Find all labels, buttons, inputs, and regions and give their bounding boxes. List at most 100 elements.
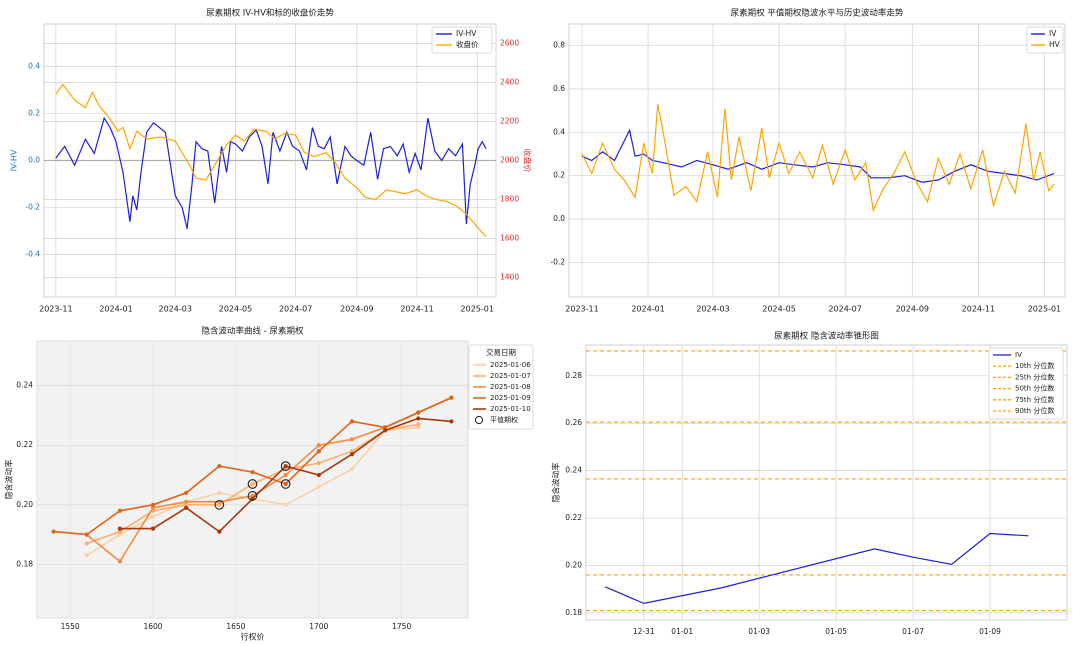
smile-point: [316, 472, 321, 478]
y-tick-label: 0.8: [553, 41, 565, 50]
y-tick-label: 0.26: [565, 418, 582, 427]
smile-point: [349, 437, 355, 442]
legend-title: 交易日期: [486, 347, 516, 357]
smile-point: [51, 529, 56, 534]
plot-area: [568, 23, 1066, 298]
y-tick-label: 0.18: [565, 608, 582, 617]
y-tick-label-right: 2600: [500, 39, 519, 48]
y-tick-label-left: 0.2: [28, 108, 40, 117]
smile-point: [383, 428, 388, 433]
y-tick-label: 0.22: [565, 513, 582, 522]
smile-point: [250, 481, 255, 487]
legend-label: HV: [1049, 40, 1061, 49]
x-tick-label: 01-07: [902, 627, 924, 636]
smile-point: [416, 422, 421, 427]
y-tick-label: 0.4: [553, 127, 565, 136]
smile-point: [117, 529, 122, 534]
legend: IV HV: [1026, 26, 1064, 54]
smile-point: [283, 472, 288, 478]
legend-swatch-atm: [474, 415, 484, 425]
x-tick-label: 01-05: [825, 627, 847, 636]
y-tick-label: 0.18: [16, 559, 33, 568]
x-tick-label: 2024-03: [159, 305, 192, 314]
smile-point: [150, 526, 156, 531]
legend-label: 2025-01-09: [490, 394, 531, 402]
x-tick-label: 2023-11: [39, 305, 72, 314]
series-line-iv-hv: [55, 116, 487, 229]
atm-marker: [247, 479, 258, 489]
y-tick-label: 0.0: [553, 214, 565, 223]
x-tick-label: 2024-01: [99, 305, 132, 314]
x-tick-label: 12-31: [633, 627, 655, 636]
smile-point: [383, 425, 388, 430]
y-tick-label: -0.2: [550, 257, 565, 266]
x-tick-label: 01-01: [671, 627, 693, 636]
smile-point: [217, 529, 222, 534]
y-tick-label-left: -0.2: [25, 203, 40, 212]
smile-point: [416, 425, 421, 430]
chart-atm-iv-hv: 2023-11 2024-01 2024-03 2024-05 2024-07 2024-…: [550, 8, 1066, 314]
smile-point: [316, 461, 321, 466]
smile-point: [150, 502, 156, 507]
chart-iv-hv-close: 2023-11 2024-01 2024-03 2024-05 2024-07 2024-…: [10, 8, 533, 314]
legend-label: 平值期权: [490, 415, 518, 424]
legend-label: 2025-01-06: [490, 361, 531, 369]
smile-point: [117, 508, 122, 513]
smile-point: [184, 505, 189, 510]
y-tick-label-right: 1600: [500, 234, 519, 243]
atm-marker: [280, 479, 291, 489]
chart-title: 尿素期权 平值期权隐波水平与历史波动率走势: [731, 8, 904, 19]
smile-point: [283, 502, 288, 507]
series-line-iv: [581, 128, 1055, 183]
y-axis-label: 隐含波动率: [551, 463, 561, 503]
legend-box: [988, 347, 1064, 420]
legend-label: 25th 分位数: [1015, 372, 1054, 381]
atm-marker: [247, 491, 258, 501]
smile-point: [184, 502, 189, 507]
y-tick-label: 0.24: [16, 381, 33, 390]
legend: 交易日期 2025-01-06 2025-01-07 2025-01-08 2025-0…: [468, 344, 534, 430]
y-tick-label: 0.6: [553, 84, 565, 93]
smile-point: [184, 490, 189, 496]
smile-point: [416, 416, 421, 421]
smile-point: [316, 484, 321, 490]
y-tick-label-left: 0.0: [28, 156, 40, 165]
smile-point: [316, 443, 321, 448]
y-tick-label: 0.24: [565, 466, 582, 475]
smile-point: [117, 526, 122, 531]
y-tick-label: 0.28: [565, 371, 582, 380]
smile-point: [316, 449, 321, 454]
smile-point: [349, 419, 355, 424]
legend: IV 10th 分位数 25th 分位数 50th 分位数 75th 分位数 90th 分…: [988, 347, 1064, 420]
smile-point: [349, 466, 355, 472]
legend-label: 2025-01-10: [490, 405, 531, 413]
x-tick-label: 2024-05: [219, 305, 252, 314]
smile-point: [349, 452, 355, 457]
x-tick-label: 1650: [226, 622, 245, 631]
smile-point: [283, 481, 288, 487]
smile-point: [184, 499, 189, 504]
smile-point: [150, 514, 156, 519]
smile-point: [84, 532, 89, 537]
x-tick-label: 2024-09: [340, 305, 373, 314]
x-tick-label: 2024-05: [762, 305, 795, 314]
smile-point: [349, 449, 355, 454]
legend-label: 10th 分位数: [1015, 361, 1054, 370]
series-line-iv: [604, 532, 1029, 605]
atm-marker: [214, 499, 225, 510]
legend-label: 75th 分位数: [1015, 395, 1054, 404]
smile-point: [84, 541, 89, 546]
x-tick-label: 1750: [392, 622, 411, 631]
y-tick-label-right: 2200: [500, 117, 519, 126]
y-tick-label: 0.20: [565, 560, 582, 569]
series-line-hv: [581, 104, 1055, 213]
legend-label: 2025-01-08: [490, 383, 531, 391]
chart-vol-cone: 12-31 01-01 01-03 01-05 01-07 01-09 0.18 0.20 0.…: [551, 331, 1068, 636]
smile-point: [449, 419, 454, 424]
x-tick-label: 2024-07: [828, 305, 861, 314]
y-tick-label-right: 1800: [500, 195, 519, 204]
y-tick-label: 0.20: [16, 500, 33, 509]
x-tick-label: 2024-11: [962, 305, 995, 314]
